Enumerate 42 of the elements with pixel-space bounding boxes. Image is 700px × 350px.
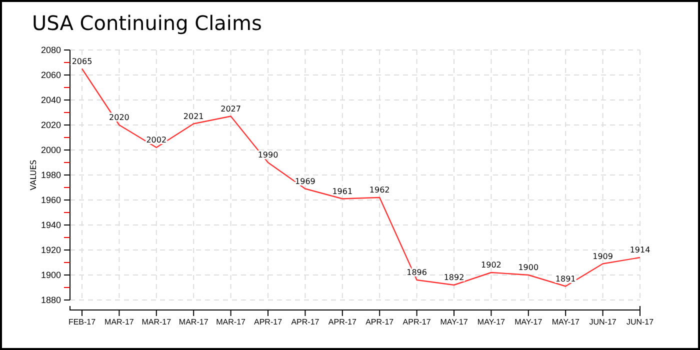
data-label: 1891 [555,274,576,284]
x-tick-label: MAR-17 [142,318,172,327]
y-tick-label: 1980 [40,170,61,180]
x-tick-label: APR-17 [328,318,357,327]
data-label: 1892 [444,273,464,282]
y-tick-label: 2040 [40,94,61,105]
data-label: 2065 [72,56,92,66]
x-tick-label: JUN-17 [589,318,617,327]
x-tick-label: APR-17 [366,318,394,327]
data-label: 2027 [220,104,241,114]
x-tick-label: MAR-17 [104,318,134,327]
chart-title: USA Continuing Claims [32,11,262,35]
data-label: 1902 [481,260,502,270]
x-tick-label: MAR-17 [216,318,246,327]
y-tick-label: 2000 [40,144,61,155]
y-tick-label: 1960 [40,194,61,205]
data-label: 1961 [332,186,353,196]
data-label: 2002 [146,136,167,144]
y-axis-title: VALUES [29,160,38,190]
data-label: 1969 [295,176,316,186]
x-tick-label: FEB-17 [68,318,96,327]
data-label: 1900 [518,263,539,272]
data-label: 1962 [369,186,390,194]
y-tick-label: 1940 [40,220,61,230]
x-tick-label: MAR-17 [178,318,209,327]
x-tick-label: MAY-17 [477,318,506,327]
x-tick-label: MAY-17 [514,318,543,327]
data-label: 1909 [592,252,613,261]
x-tick-label: APR-17 [291,318,320,327]
data-label: 1914 [630,246,650,254]
x-tick-label: JUN-17 [626,318,654,327]
x-tick-label: APR-17 [402,318,432,327]
y-tick-label: 1920 [40,244,61,255]
y-tick-label: 1900 [40,270,61,280]
y-tick-label: 2080 [40,44,61,55]
y-tick-label: 2060 [40,70,61,80]
data-label: 2021 [183,112,204,121]
y-tick-label: 2020 [40,120,61,130]
x-tick-label: MAY-17 [440,318,468,327]
y-tick-label: 1880 [40,294,61,305]
x-tick-label: MAY-17 [552,318,580,327]
x-tick-label: APR-17 [254,318,283,327]
